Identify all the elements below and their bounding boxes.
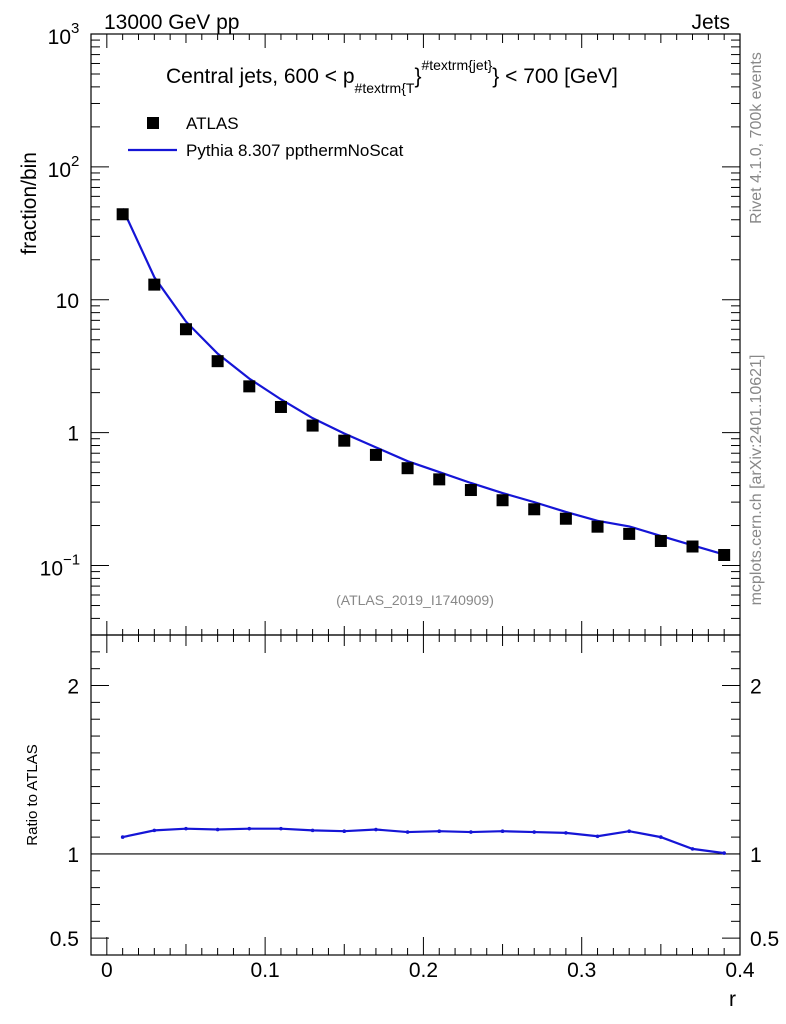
ratio-data-point — [247, 826, 252, 831]
ratio-data-point — [722, 851, 726, 855]
atlas-data-point — [591, 520, 604, 533]
atlas-data-point — [369, 448, 382, 461]
ratio-data-point — [152, 828, 157, 833]
ratio-data-point — [374, 827, 378, 832]
x-axis-label: r — [729, 988, 736, 1011]
atlas-data-point — [433, 473, 446, 486]
chart-title-brace-open: } — [414, 65, 421, 88]
main-y-tick-label: 10 — [48, 159, 71, 182]
x-tick-label: 0.3 — [567, 959, 596, 982]
atlas-data-point — [623, 527, 636, 540]
ratio-data-point — [500, 829, 505, 834]
ratio-data-point — [342, 829, 347, 834]
ratio-data-point — [595, 834, 600, 839]
ratio-axis-ticks — [91, 634, 741, 956]
ratio-data-point — [690, 847, 695, 851]
ratio-data-point — [532, 830, 537, 834]
main-y-axis-label: fraction/bin — [18, 152, 41, 255]
atlas-data-point — [211, 355, 224, 368]
ratio-y-tick-label-right: 1 — [750, 844, 762, 867]
ratio-data-marks — [91, 826, 740, 855]
ratio-data-point — [310, 828, 315, 833]
chart-title-superscript: #textrm{jet} — [421, 57, 492, 73]
ratio-y-axis-label: Ratio to ATLAS — [24, 744, 41, 845]
atlas-data-point — [654, 534, 667, 547]
x-tick-label: 0.1 — [251, 959, 280, 982]
ratio-y-tick-labels: 0.5 0.5 1 1 2 2 — [50, 676, 779, 952]
legend-atlas-marker — [147, 117, 159, 129]
x-tick-label: 0.4 — [725, 959, 755, 982]
atlas-data-point — [274, 400, 287, 413]
header-collision-label: 13000 GeV pp — [104, 11, 239, 34]
atlas-data-point — [496, 494, 509, 507]
atlas-data-point — [338, 434, 351, 447]
atlas-data-point — [243, 380, 256, 393]
main-y-tick-label: 1 — [67, 423, 79, 446]
ratio-data-point — [627, 829, 631, 834]
ratio-data-point — [279, 826, 283, 831]
chart-title-tail: < 700 [GeV] — [499, 65, 618, 88]
legend: ATLAS Pythia 8.307 ppthermNoScat — [128, 114, 404, 160]
atlas-data-point — [528, 503, 541, 516]
atlas-data-point — [116, 208, 129, 221]
main-y-tick-exponent: 2 — [71, 153, 79, 170]
atlas-data-point — [179, 323, 192, 336]
atlas-data-point — [559, 512, 572, 525]
ratio-y-tick-label: 2 — [67, 676, 79, 699]
atlas-data-point — [306, 419, 319, 432]
atlas-data-point — [464, 484, 477, 497]
x-tick-label: 0.2 — [409, 959, 438, 982]
ratio-data-point — [120, 835, 125, 839]
ratio-data-point — [437, 829, 442, 834]
main-y-tick-exponent: −1 — [63, 552, 80, 569]
atlas-data-point — [686, 540, 699, 553]
main-y-tick-label: 10 — [48, 26, 71, 49]
x-tick-label: 0 — [101, 959, 113, 982]
header-process-label: Jets — [691, 11, 730, 34]
atlas-data-point — [718, 548, 731, 561]
mcplots-label: mcplots.cern.ch [arXiv:2401.10621] — [748, 355, 765, 606]
rivet-version-label: Rivet 4.1.0, 700k events — [748, 52, 765, 224]
ratio-data-point — [184, 826, 188, 831]
main-y-tick-exponent: 3 — [71, 20, 79, 37]
main-data-marks — [116, 208, 731, 561]
analysis-watermark: (ATLAS_2019_I1740909) — [336, 592, 494, 608]
ratio-panel-frame — [90, 634, 741, 956]
ratio-data-point — [659, 835, 663, 839]
pythia-series-line — [121, 208, 725, 556]
main-y-tick-label: 10 — [56, 290, 79, 313]
ratio-panel: 0.5 0.51 12 2 0 0.1 0.2 0.3 0.4 Ratio to ATLAS … — [24, 634, 779, 1011]
chart-title-main: Central jets, 600 < p — [166, 65, 355, 88]
ratio-series-line — [122, 827, 725, 855]
legend-pythia-label: Pythia 8.307 ppthermNoScat — [186, 141, 404, 160]
ratio-y-tick-label: 0.5 — [50, 928, 79, 951]
ratio-data-point — [405, 830, 410, 834]
ratio-x-tick-labels: 0 0.1 0.2 0.3 0.4 — [101, 959, 755, 982]
ratio-data-point — [564, 831, 568, 835]
ratio-data-point — [469, 830, 473, 834]
chart-title: Central jets, 600 < p#textrm{T}#textrm{j… — [166, 57, 618, 96]
ratio-data-point — [215, 827, 220, 832]
ratio-y-tick-label: 1 — [67, 844, 79, 867]
chart-title-subscript: #textrm{T — [355, 80, 415, 96]
ratio-y-tick-label-right: 2 — [750, 676, 762, 699]
atlas-data-point — [148, 278, 161, 291]
legend-atlas-label: ATLAS — [186, 114, 239, 133]
main-axis-ticks — [91, 33, 741, 636]
main-y-tick-label: 10 — [40, 558, 63, 581]
ratio-y-tick-label-right: 0.5 — [750, 928, 779, 951]
chart-title-brace-close: } — [492, 65, 499, 88]
atlas-data-point — [401, 462, 414, 475]
